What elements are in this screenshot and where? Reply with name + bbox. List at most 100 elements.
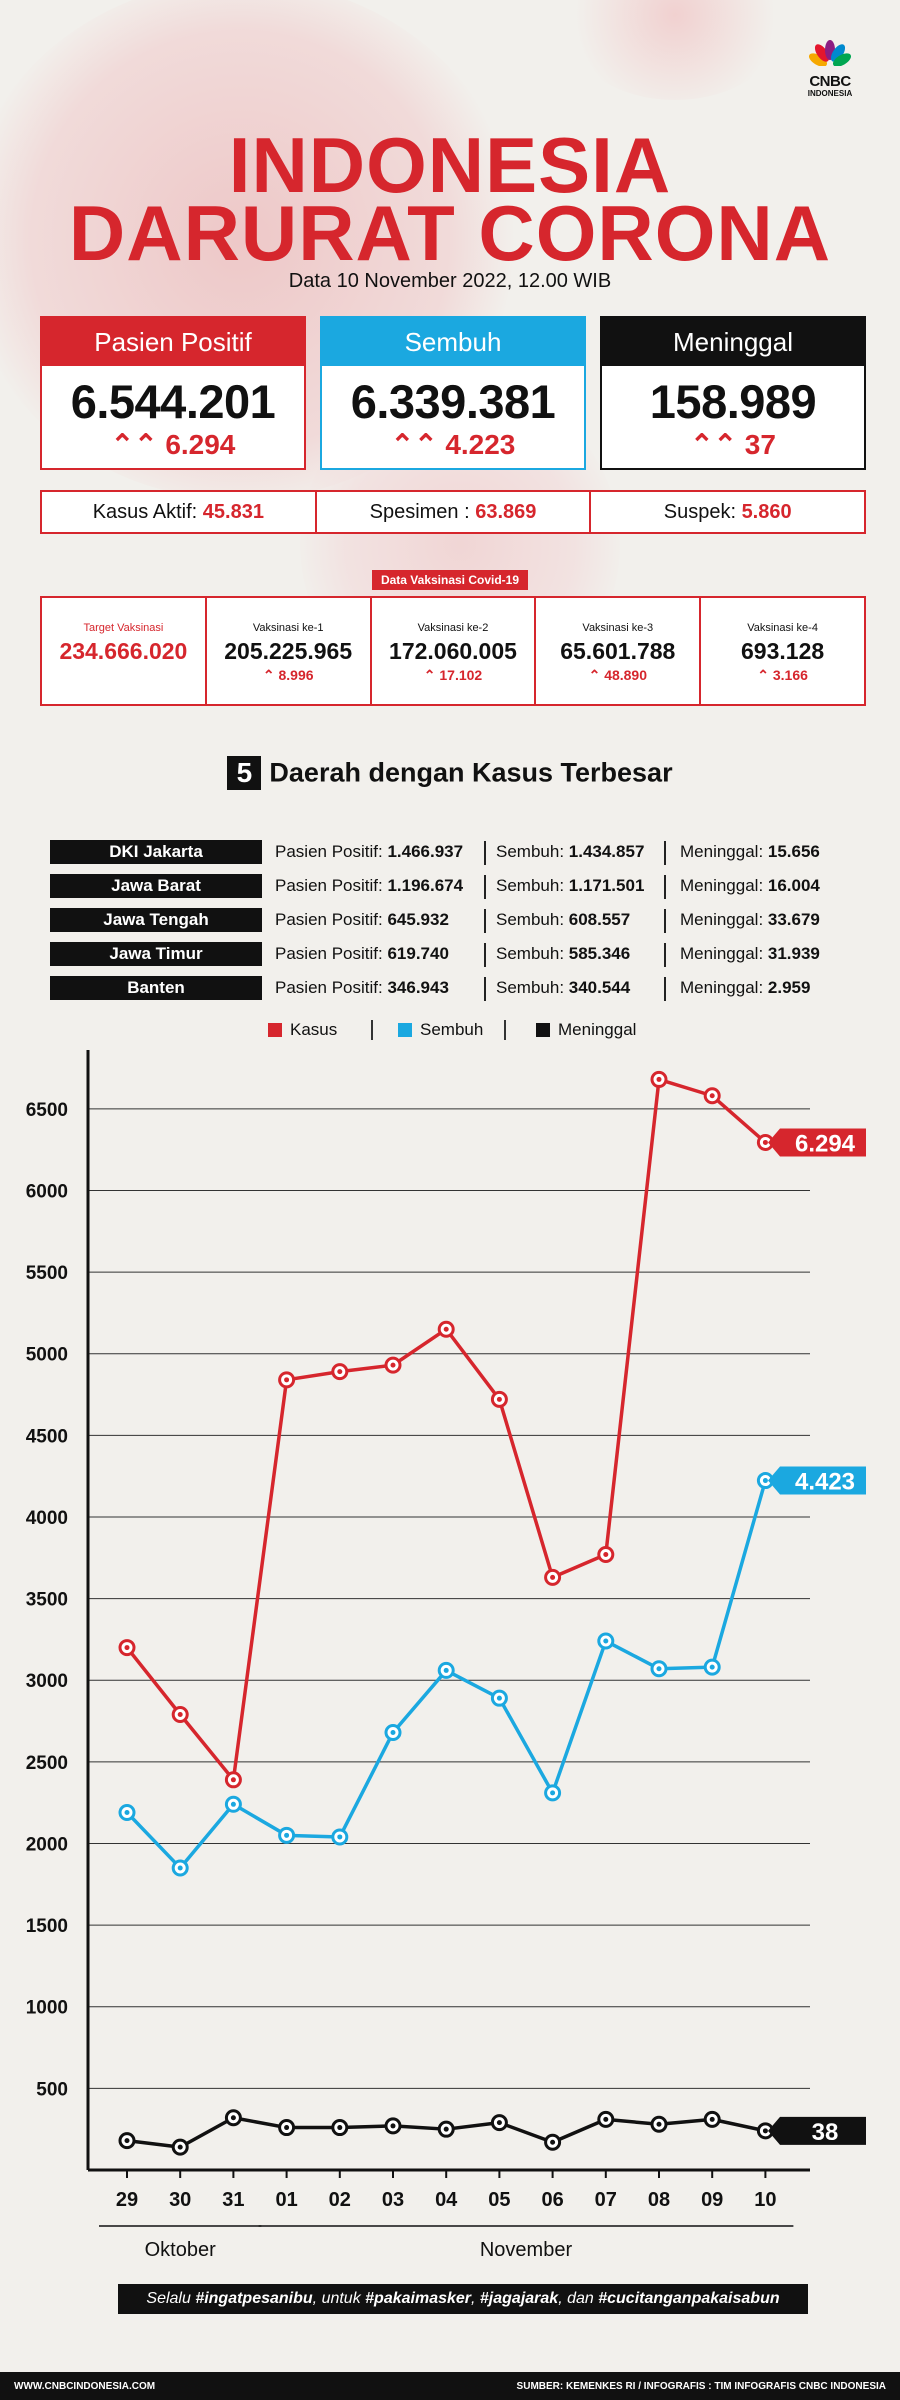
field-value: 340.544 — [568, 978, 631, 997]
vax-delta-value: 8.996 — [278, 667, 314, 683]
region-positif: Pasien Positif: 645.932 — [275, 908, 449, 932]
footer-website: WWW.CNBCINDONESIA.COM — [14, 2381, 156, 2392]
vax-delta: ⌃ 48.890 — [536, 667, 699, 684]
end-label-value: 4.423 — [795, 1469, 855, 1496]
stat-value: 6.339.381 — [350, 375, 556, 428]
cnbc-logo: CNBC INDONESIA — [790, 40, 870, 98]
region-name: DKI Jakarta — [50, 840, 262, 864]
x-tick-label: 07 — [595, 2189, 617, 2211]
stat-delta-value: 6.294 — [165, 429, 236, 460]
data-point-center — [230, 1801, 236, 1807]
field-value: 585.346 — [568, 944, 631, 963]
logo-text: CNBC — [809, 73, 851, 90]
vax-delta: ⌃ 17.102 — [372, 667, 535, 684]
field-label: Sembuh: — [496, 944, 569, 963]
logo-subtext: INDONESIA — [807, 89, 853, 98]
stat-card-sembuh: Sembuh 6.339.381 ⌃⌃ 4.223 — [320, 316, 586, 470]
double-chevron-up-icon: ⌃⌃ — [110, 429, 158, 460]
footer-source: SUMBER: KEMENKES RI / INFOGRAFIS : TIM I… — [516, 2381, 886, 2392]
legend-item-sembuh: Sembuh — [398, 1018, 483, 1042]
field-value: 645.932 — [387, 910, 449, 929]
data-point-center — [656, 1076, 662, 1082]
field-label: Pasien Positif: — [275, 910, 388, 929]
legend-label: Kasus — [290, 1020, 338, 1039]
month-label: Oktober — [145, 2239, 216, 2261]
vax-target: Target Vaksinasi 234.666.020 — [42, 598, 207, 704]
field-value: 16.004 — [767, 876, 820, 895]
region-row: DKI Jakarta Pasien Positif: 1.466.937 Semb… — [50, 840, 880, 866]
data-point-center — [496, 1695, 502, 1701]
legend-swatch — [398, 1023, 412, 1037]
data-point-center — [709, 1664, 715, 1670]
data-point-center — [709, 1093, 715, 1099]
stat-label: Sembuh — [322, 318, 584, 366]
vaccination-row: Target Vaksinasi 234.666.020 Vaksinasi k… — [40, 596, 866, 706]
region-separator — [484, 909, 486, 933]
y-tick-label: 5000 — [26, 1345, 68, 1366]
field-label: Sembuh: — [496, 876, 569, 895]
vax-dose-1: Vaksinasi ke-1 205.225.965 ⌃ 8.996 — [207, 598, 372, 704]
field-label: Meninggal: — [680, 910, 768, 929]
data-point-center — [337, 1369, 343, 1375]
data-point-center — [656, 1666, 662, 1672]
x-tick-label: 02 — [329, 2189, 351, 2211]
info-suspek: Suspek: 5.860 — [591, 492, 864, 532]
vax-label: Vaksinasi ke-4 — [747, 622, 818, 634]
vax-value: 205.225.965 — [224, 638, 353, 664]
data-point-center — [550, 1790, 556, 1796]
slogan-text: , untuk — [312, 2290, 366, 2307]
vax-delta-value: 3.166 — [772, 667, 808, 683]
field-label: Meninggal: — [680, 978, 768, 997]
data-date: Data 10 November 2022, 12.00 WIB — [288, 270, 612, 292]
x-tick-label: 01 — [275, 2189, 297, 2211]
vax-label: Vaksinasi ke-3 — [582, 622, 654, 634]
end-label-box — [768, 1128, 866, 1157]
slogan-hashtag: #ingatpesanibu — [195, 2290, 313, 2307]
data-point-center — [550, 2139, 556, 2145]
vax-delta: ⌃ 3.166 — [701, 667, 864, 684]
data-point-center — [177, 2144, 183, 2150]
region-name: Banten — [50, 976, 262, 1000]
stat-delta-value: 4.223 — [445, 429, 516, 460]
stat-label: Pasien Positif — [42, 318, 304, 366]
y-tick-label: 3000 — [26, 1671, 68, 1692]
data-point-center — [762, 1139, 768, 1145]
data-point-center — [443, 1667, 449, 1673]
region-row: Banten Pasien Positif: 346.943 Sembuh: 340… — [50, 976, 880, 1002]
region-sembuh: Sembuh: 340.544 — [496, 976, 630, 1000]
vax-dose-3: Vaksinasi ke-3 65.601.788 ⌃ 48.890 — [536, 598, 702, 704]
legend-separator — [504, 1020, 506, 1040]
legend-separator — [371, 1020, 373, 1040]
slogan-banner: Selalu #ingatpesanibu, untuk #pakaimaske… — [118, 2284, 808, 2314]
vax-label: Vaksinasi ke-1 — [252, 622, 324, 634]
y-tick-label: 6500 — [26, 1100, 68, 1121]
region-meninggal: Meninggal: 31.939 — [680, 942, 820, 966]
stat-value: 158.989 — [649, 375, 817, 428]
end-label-value: 38 — [812, 2119, 839, 2146]
region-name: Jawa Barat — [50, 874, 262, 898]
y-tick-label: 1000 — [26, 1998, 68, 2019]
y-tick-label: 6000 — [26, 1181, 68, 1202]
x-tick-label: 06 — [541, 2189, 563, 2211]
double-chevron-up-icon: ⌃ — [262, 667, 275, 683]
vax-value: 693.128 — [741, 638, 825, 664]
regions-badge: 5 — [227, 756, 262, 790]
field-label: Meninggal: — [680, 876, 768, 895]
field-label: Sembuh: — [496, 842, 569, 861]
regions-title-text: Daerah dengan Kasus Terbesar — [269, 757, 673, 788]
data-point-center — [603, 2116, 609, 2122]
info-label: Spesimen : — [369, 501, 476, 523]
field-value: 1.171.501 — [568, 876, 645, 895]
x-tick-label: 10 — [754, 2189, 776, 2211]
data-point-center — [177, 1865, 183, 1871]
region-separator — [484, 875, 486, 899]
info-spesimen: Spesimen : 63.869 — [317, 492, 592, 532]
stat-card-meninggal: Meninggal 158.989 ⌃⌃ 37 — [600, 316, 866, 470]
region-sembuh: Sembuh: 608.557 — [496, 908, 630, 932]
vax-delta: ⌃ 8.996 — [207, 667, 370, 684]
data-point-center — [496, 1396, 502, 1402]
double-chevron-up-icon: ⌃⌃ — [690, 429, 737, 460]
legend-item-meninggal: Meninggal — [536, 1018, 636, 1042]
page-title-line1: INDONESIA — [228, 121, 672, 209]
double-chevron-up-icon: ⌃ — [423, 667, 436, 683]
